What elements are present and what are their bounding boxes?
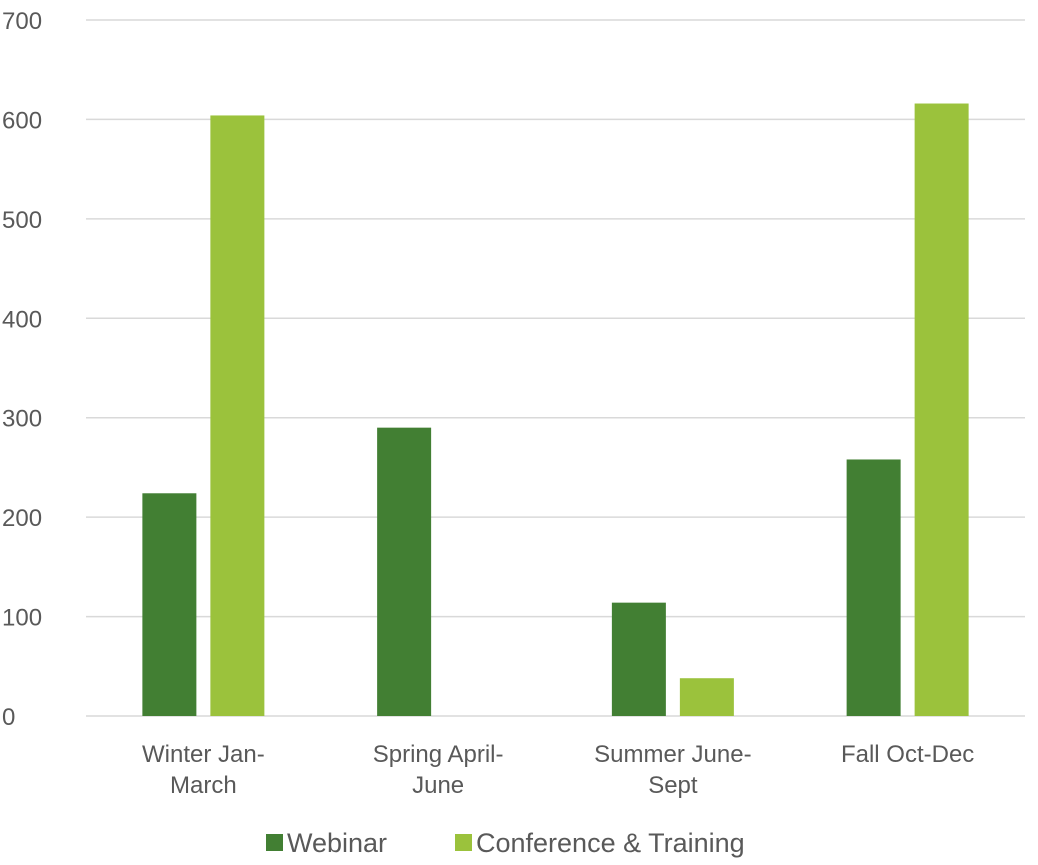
y-tick-label: 300 — [2, 406, 42, 433]
y-tick-label: 100 — [2, 605, 42, 632]
y-axis-tick-labels: 0 100 200 300 400 500 600 700 — [2, 8, 42, 731]
y-tick-label: 200 — [2, 505, 42, 532]
y-tick-label: 400 — [2, 306, 42, 333]
x-category-label: March — [170, 772, 237, 799]
bar-webinar-0 — [142, 493, 197, 716]
x-axis-category-labels: Winter Jan- March Spring April- June Summer … — [142, 741, 974, 799]
legend-label-0: Webinar — [287, 828, 387, 858]
bar-webinar-1 — [377, 427, 432, 716]
y-tick-label: 0 — [2, 704, 15, 731]
legend-label-1: Conference & Training — [476, 828, 745, 858]
x-category-label: Fall Oct-Dec — [841, 741, 974, 768]
x-category-label: Winter Jan- — [142, 741, 265, 768]
x-category-label: Sept — [648, 772, 698, 799]
bar-webinar-3 — [846, 459, 901, 716]
bar-conference-training-0 — [210, 115, 265, 717]
bar-conference-training-2 — [679, 678, 734, 716]
y-tick-label: 700 — [2, 8, 42, 35]
y-tick-label: 500 — [2, 207, 42, 234]
bar-conference-training-3 — [914, 103, 969, 716]
legend-swatch-0 — [266, 834, 283, 851]
legend: Webinar Conference & Training — [266, 828, 745, 858]
legend-swatch-1 — [455, 834, 472, 851]
x-category-label: Summer June- — [594, 741, 751, 768]
bar-webinar-2 — [611, 602, 666, 716]
x-category-label: Spring April- — [373, 741, 504, 768]
bars — [142, 103, 969, 717]
y-tick-label: 600 — [2, 107, 42, 134]
x-category-label: June — [412, 772, 464, 799]
